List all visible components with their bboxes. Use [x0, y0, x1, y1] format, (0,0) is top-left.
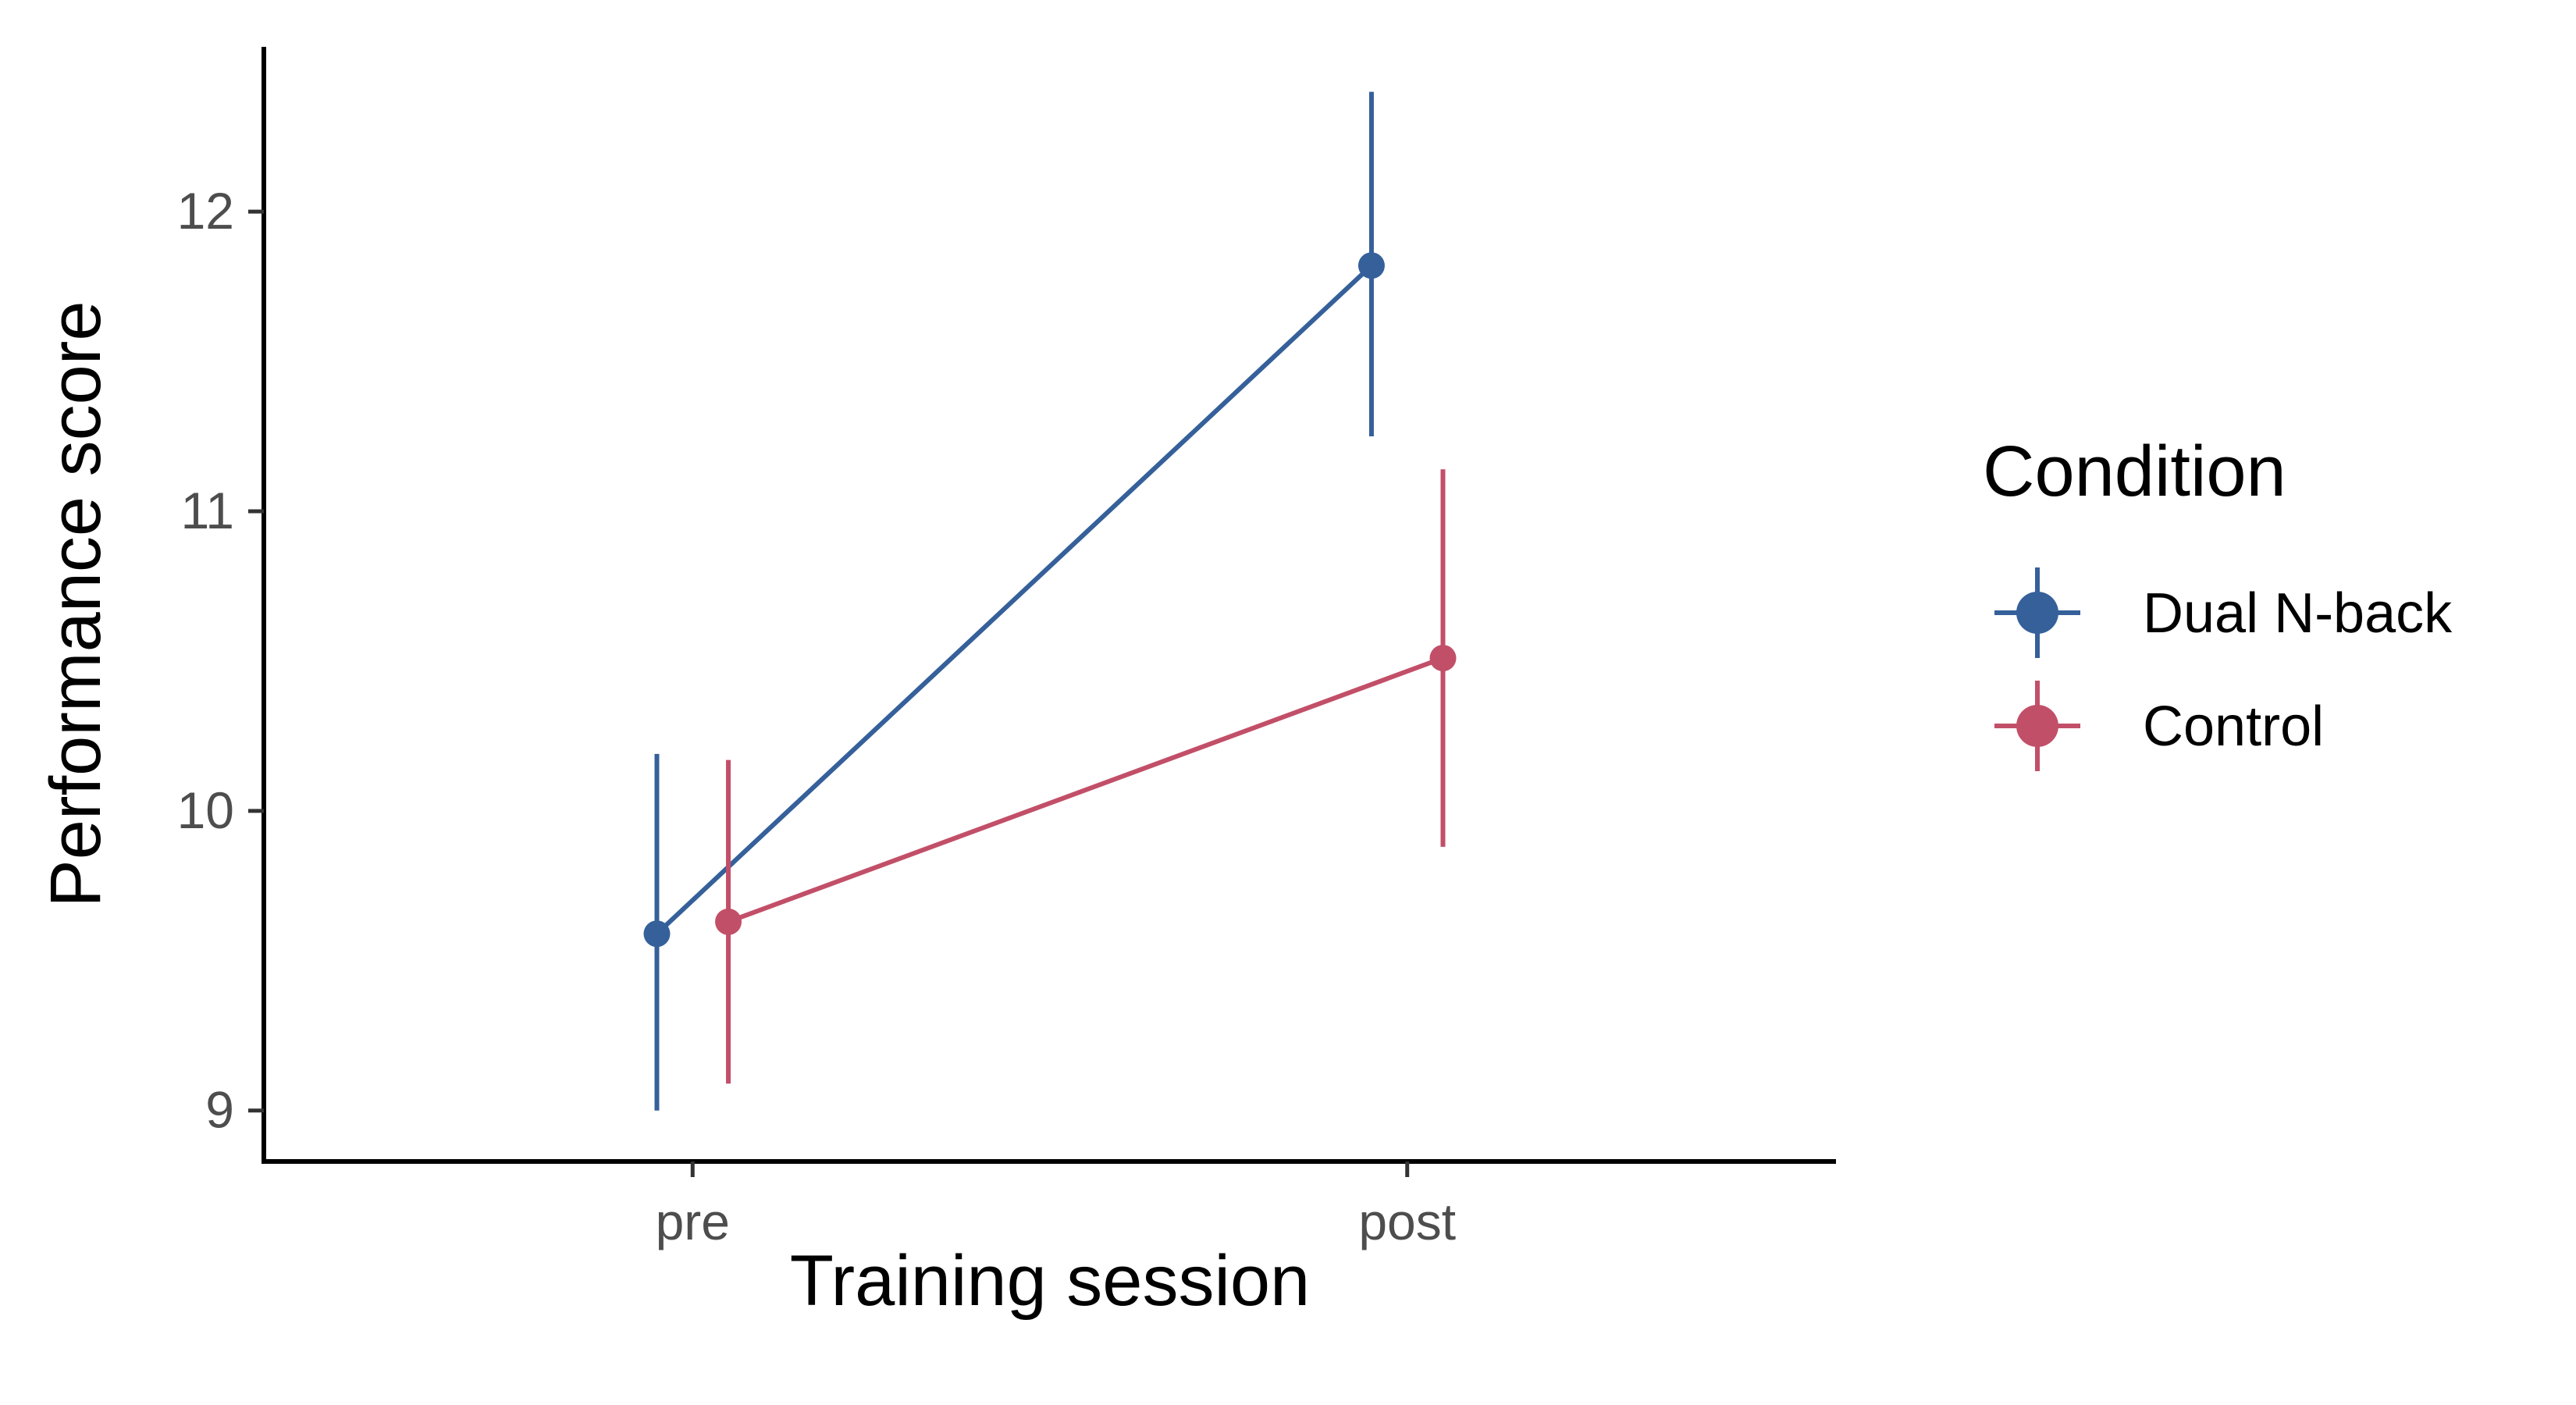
legend-label: Control — [2143, 695, 2324, 758]
y-tick-label: 12 — [177, 182, 234, 240]
y-axis-ticks: 9 10 11 12 — [177, 182, 264, 1139]
legend: Condition Dual N-back Control — [1983, 432, 2453, 771]
legend-title: Condition — [1983, 432, 2286, 511]
legend-key-point — [2016, 592, 2058, 634]
x-axis-title: Training session — [790, 1241, 1310, 1321]
x-tick-label: post — [1358, 1193, 1456, 1250]
series-line — [728, 656, 1444, 924]
legend-item: Dual N-back — [1994, 567, 2453, 658]
data-point — [715, 908, 742, 935]
y-axis-title: Performance score — [36, 301, 116, 907]
series-control — [715, 469, 1457, 1084]
legend-item: Control — [1994, 681, 2324, 771]
legend-label: Dual N-back — [2143, 582, 2453, 645]
data-point — [1357, 252, 1385, 279]
axes: 9 10 11 12 pre post — [177, 47, 1836, 1250]
series-dual-n-back — [643, 91, 1385, 1111]
x-tick-label: pre — [656, 1193, 730, 1250]
data-point — [1429, 645, 1457, 672]
y-tick-label: 10 — [177, 781, 234, 839]
legend-items: Dual N-back Control — [1994, 567, 2453, 771]
legend-key-point — [2016, 705, 2058, 747]
plot-area — [643, 91, 1457, 1111]
data-point — [643, 920, 671, 948]
y-tick-label: 9 — [205, 1081, 234, 1139]
y-tick-label: 11 — [180, 482, 234, 539]
x-axis-ticks: pre post — [656, 1161, 1456, 1250]
series-line — [655, 264, 1374, 936]
